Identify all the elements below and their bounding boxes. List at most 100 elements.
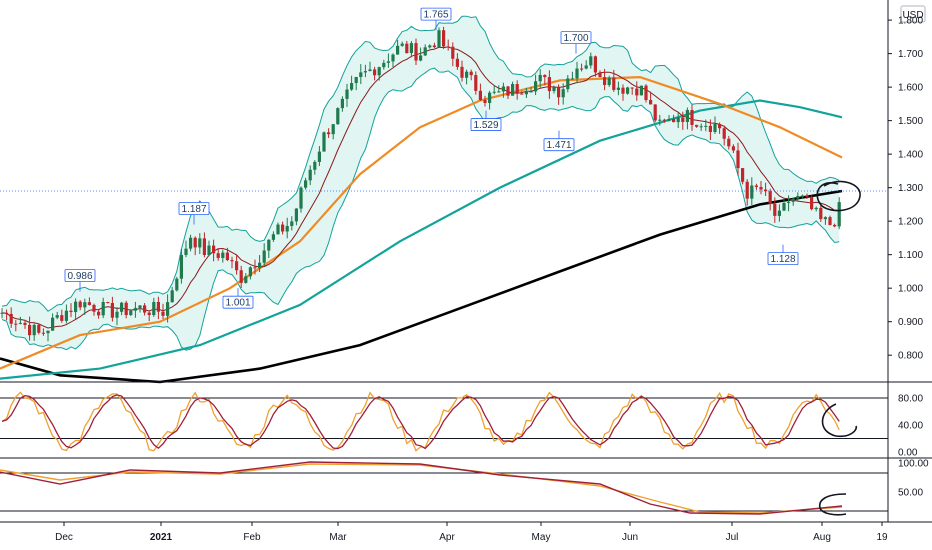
candle-body <box>83 302 87 308</box>
candle-body <box>189 237 193 249</box>
candle-body <box>373 69 377 76</box>
candle-body <box>230 260 234 262</box>
candle-body <box>92 304 96 312</box>
candle-body <box>285 225 289 232</box>
price-tick-label: 1.400 <box>898 150 923 161</box>
candle-body <box>681 117 685 122</box>
candle-body <box>317 151 321 162</box>
ma-mid <box>0 75 843 370</box>
candle-body <box>662 119 666 121</box>
candle-body <box>823 217 827 220</box>
candle-body <box>547 77 551 92</box>
candle-body <box>147 312 151 316</box>
ma-slow <box>0 99 843 380</box>
candle-body <box>837 202 841 227</box>
candle-body <box>731 146 735 151</box>
candle-body <box>741 168 745 182</box>
circle-mark-osc <box>818 493 847 516</box>
candle-body <box>754 185 758 187</box>
callout-box <box>420 7 452 21</box>
candle-body <box>41 332 45 334</box>
price-tick-label: 1.100 <box>898 250 923 261</box>
candle-body <box>331 124 335 135</box>
candle-body <box>400 43 404 46</box>
price-panel[interactable]: 0.986 1.001 1.187 1.765 1.529 1.471 1.700 1.128 <box>0 7 888 384</box>
candle-body <box>179 254 183 279</box>
candle-body <box>23 322 27 325</box>
candle-body <box>18 322 22 324</box>
candle-body <box>460 66 464 78</box>
candle-body <box>589 56 593 66</box>
candle-body <box>511 84 515 96</box>
x-tick-label: May <box>532 532 551 543</box>
candle-body <box>791 198 795 202</box>
candle-body <box>106 301 110 304</box>
candle-body <box>391 54 395 62</box>
candle-body <box>78 301 82 308</box>
candle-body <box>437 30 441 48</box>
candle-body <box>570 78 574 80</box>
candle-body <box>239 270 243 283</box>
candle-body <box>64 310 68 321</box>
candle-body <box>442 30 446 47</box>
ma-long <box>0 189 843 384</box>
candle-body <box>32 324 36 336</box>
candle-body <box>262 250 266 263</box>
candle-body <box>55 315 59 318</box>
candle-body <box>152 301 156 316</box>
candle-body <box>658 119 662 121</box>
callout-box <box>64 269 96 282</box>
candle-body <box>488 92 492 103</box>
bollinger-upper <box>1 15 840 312</box>
candle-body <box>377 67 381 76</box>
callout-label: 1.001 <box>225 298 250 309</box>
candle-body <box>621 87 625 94</box>
osc-tick-label: 100.00 <box>898 459 929 470</box>
callout-label: 1.700 <box>563 33 588 44</box>
stoch-d-line <box>1 394 840 450</box>
candle-body <box>552 87 556 92</box>
candle-body <box>736 150 740 169</box>
candle-body <box>713 123 717 132</box>
candle-body <box>598 72 602 78</box>
candle-body <box>534 81 538 92</box>
candle-body <box>253 267 257 269</box>
x-tick-label: Feb <box>243 532 261 543</box>
candle-body <box>649 100 653 105</box>
candle-body <box>281 224 285 232</box>
candle-body <box>745 181 749 199</box>
stoch-tick-label: 80.00 <box>898 394 923 405</box>
callout-label: 1.529 <box>473 120 498 131</box>
candle-body <box>566 78 570 90</box>
price-tick-label: 1.700 <box>898 49 923 60</box>
candle-body <box>667 118 671 121</box>
candle-body <box>175 278 179 291</box>
callout-label: 1.471 <box>546 140 571 151</box>
candle-body <box>382 62 386 68</box>
bollinger-band-fill <box>2 16 840 351</box>
candle-body <box>110 303 114 318</box>
circle-mark-stoch <box>821 403 858 438</box>
candle-body <box>557 87 561 98</box>
candle-body <box>74 301 78 313</box>
callout-label: 1.765 <box>423 10 448 21</box>
candle-body <box>120 302 124 312</box>
candle-body <box>796 196 800 199</box>
candle-body <box>695 124 699 127</box>
callout-box <box>767 252 799 266</box>
stochastic-panel[interactable] <box>0 391 888 452</box>
oscillator-panel[interactable] <box>0 461 888 515</box>
candle-body <box>773 203 777 216</box>
candle-body <box>166 302 170 316</box>
candle-body <box>639 85 643 96</box>
candle-body <box>405 43 409 54</box>
candle-body <box>814 207 818 210</box>
candle-body <box>414 43 418 61</box>
candle-body <box>497 91 501 93</box>
candle-body <box>580 68 584 70</box>
price-tick-label: 0.800 <box>898 351 923 362</box>
price-tick-label: 1.600 <box>898 83 923 94</box>
candle-body <box>156 301 160 312</box>
candle-body <box>718 123 722 129</box>
